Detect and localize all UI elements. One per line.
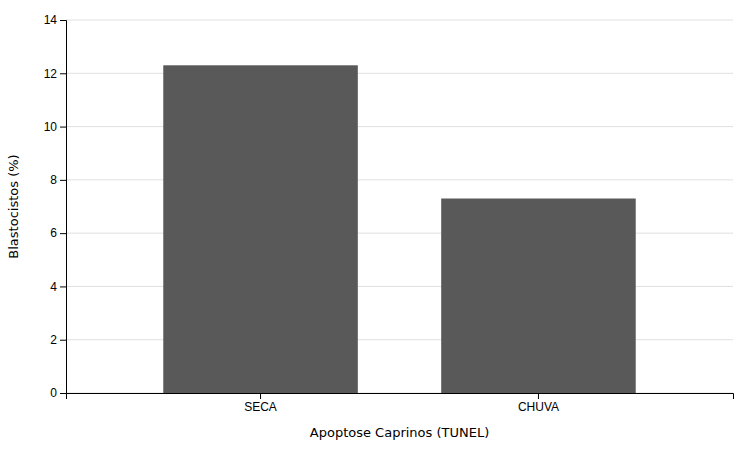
y-axis: 0 2 4 6 8 10 12 14 xyxy=(44,13,67,400)
tick-label: SECA xyxy=(244,400,277,414)
y-axis-title: Blastocistos (%) xyxy=(6,154,21,258)
tick-label: 4 xyxy=(50,280,57,294)
tick: 10 xyxy=(44,120,66,134)
tick: 0 xyxy=(50,386,66,400)
tick: CHUVA xyxy=(518,393,559,414)
chart: SECA CHUVA 0 2 4 6 8 10 12 14 Apoptose Caprinos (T… xyxy=(0,0,753,451)
tick: 12 xyxy=(44,67,66,81)
tick-label: CHUVA xyxy=(518,400,559,414)
tick-label: 10 xyxy=(44,120,58,134)
tick: 8 xyxy=(50,173,66,187)
plot-area: SECA CHUVA 0 2 4 6 8 10 12 14 xyxy=(44,13,734,413)
grid-line xyxy=(66,20,733,21)
x-axis: SECA CHUVA xyxy=(67,393,734,414)
tick: 6 xyxy=(50,226,66,240)
tick-mark xyxy=(60,20,66,21)
bars xyxy=(163,65,635,393)
tick: 14 xyxy=(44,13,66,27)
bar xyxy=(163,65,358,393)
tick: 2 xyxy=(50,333,66,347)
tick-mark xyxy=(60,73,66,74)
grid xyxy=(66,20,733,393)
bar xyxy=(441,199,636,393)
tick-mark xyxy=(60,286,66,287)
tick-label: 8 xyxy=(50,173,57,187)
tick-label: 12 xyxy=(44,67,58,81)
axis-line xyxy=(60,21,67,394)
tick-label: 2 xyxy=(50,333,57,347)
tick-mark xyxy=(60,233,66,234)
tick-label: 6 xyxy=(50,226,57,240)
tick-mark xyxy=(260,393,261,399)
axis-line xyxy=(67,394,734,400)
tick: 4 xyxy=(50,280,66,294)
tick-mark xyxy=(60,393,66,394)
tick-mark xyxy=(60,340,66,341)
tick-label: 0 xyxy=(50,386,57,400)
tick-mark xyxy=(60,127,66,128)
tick-mark xyxy=(60,180,66,181)
tick-label: 14 xyxy=(44,13,58,27)
tick-mark xyxy=(538,393,539,399)
x-axis-title: Apoptose Caprinos (TUNEL) xyxy=(310,425,489,440)
tick: SECA xyxy=(244,393,277,414)
